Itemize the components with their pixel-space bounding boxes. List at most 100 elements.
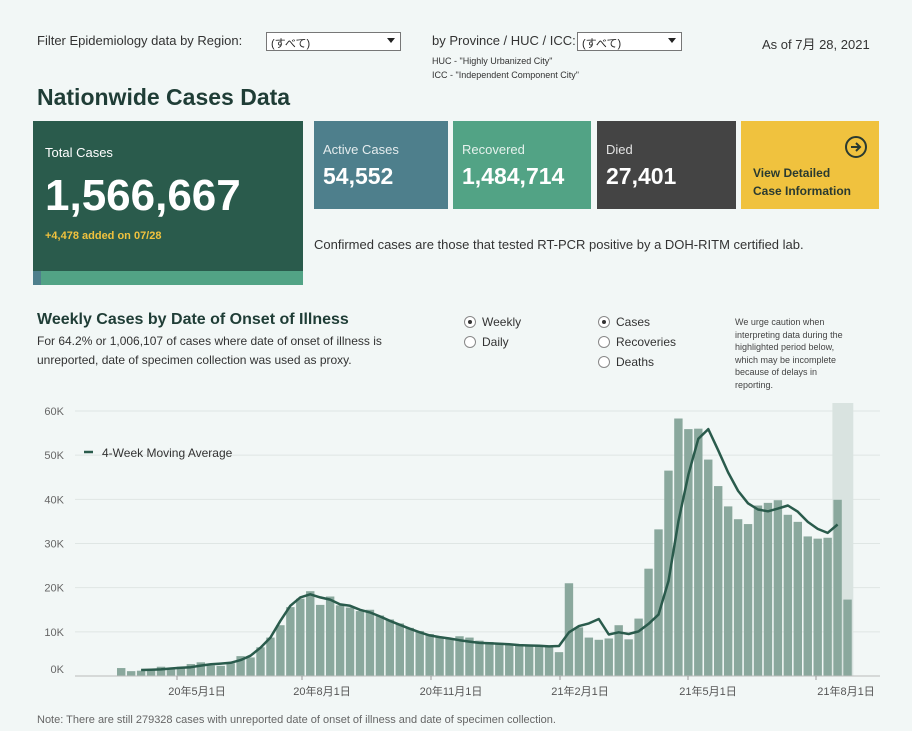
bar bbox=[544, 646, 554, 676]
total-cases-bar bbox=[33, 271, 303, 285]
bar bbox=[166, 668, 176, 676]
as-of-date: As of 7月 28, 2021 bbox=[762, 37, 870, 52]
caution-line: interpreting data during the bbox=[735, 329, 843, 340]
bar bbox=[783, 514, 793, 676]
bar bbox=[485, 641, 494, 676]
region-select[interactable]: (すべて) bbox=[266, 32, 401, 51]
x-tick-label: 21年8月1日 bbox=[817, 684, 874, 698]
chevron-down-icon bbox=[668, 38, 676, 43]
bar bbox=[654, 529, 663, 676]
bar bbox=[465, 637, 474, 676]
radio-daily[interactable]: Daily bbox=[464, 335, 509, 349]
bar bbox=[246, 657, 255, 676]
bar bbox=[455, 636, 464, 676]
radio-cases[interactable]: Cases bbox=[598, 315, 650, 329]
radio-selected-icon bbox=[464, 316, 476, 328]
bar bbox=[495, 642, 504, 676]
died-label: Died bbox=[606, 142, 633, 157]
bar bbox=[365, 609, 375, 676]
radio-deaths-label: Deaths bbox=[616, 355, 655, 369]
bar bbox=[266, 637, 275, 676]
radio-unselected-icon bbox=[464, 336, 476, 348]
bar bbox=[335, 605, 345, 676]
province-select[interactable]: (すべて) bbox=[577, 32, 682, 51]
bar bbox=[276, 625, 285, 676]
bar bbox=[803, 536, 812, 676]
bar bbox=[674, 418, 683, 676]
x-tick-label: 21年5月1日 bbox=[679, 684, 736, 698]
confirmed-note: Confirmed cases are those that tested RT… bbox=[314, 237, 804, 252]
bar bbox=[763, 502, 773, 676]
bar bbox=[385, 619, 395, 676]
bar bbox=[136, 670, 146, 676]
bar bbox=[624, 639, 633, 676]
y-tick-label: 30K bbox=[44, 539, 64, 551]
y-tick-label: 10K bbox=[44, 627, 64, 639]
radio-recoveries-label: Recoveries bbox=[616, 335, 677, 349]
bar bbox=[694, 428, 703, 676]
bar bbox=[425, 634, 434, 676]
bar bbox=[843, 599, 852, 676]
legend-label: 4-Week Moving Average bbox=[102, 446, 233, 460]
arrow-right-circle-icon bbox=[845, 136, 867, 158]
bar bbox=[117, 668, 126, 676]
recovered-label: Recovered bbox=[462, 142, 525, 157]
bar bbox=[723, 506, 733, 676]
radio-unselected-icon bbox=[598, 356, 610, 368]
radio-recoveries[interactable]: Recoveries bbox=[598, 335, 676, 349]
bar bbox=[505, 644, 514, 676]
radio-weekly-label: Weekly bbox=[482, 315, 522, 329]
bar bbox=[395, 623, 404, 676]
bar bbox=[296, 598, 305, 676]
recovered-card: Recovered 1,484,714 bbox=[453, 121, 591, 209]
bar bbox=[355, 611, 365, 676]
radio-unselected-icon bbox=[598, 336, 610, 348]
bar bbox=[793, 521, 802, 676]
x-tick-label: 20年11月1日 bbox=[420, 684, 483, 698]
total-cases-added: +4,478 added on 07/28 bbox=[45, 230, 162, 242]
total-cases-card: Total Cases 1,566,667 +4,478 added on 07… bbox=[33, 121, 303, 285]
region-select-value: (すべて) bbox=[271, 38, 311, 50]
radio-deaths[interactable]: Deaths bbox=[598, 355, 654, 369]
bar bbox=[435, 637, 444, 676]
bar bbox=[743, 524, 753, 676]
recovered-value: 1,484,714 bbox=[462, 163, 565, 189]
bar bbox=[704, 459, 713, 676]
bar bbox=[236, 656, 245, 676]
died-card: Died 27,401 bbox=[597, 121, 736, 209]
chevron-down-icon bbox=[387, 38, 395, 43]
bar bbox=[325, 596, 335, 676]
y-tick-label: 0K bbox=[51, 664, 65, 676]
province-select-value: (すべて) bbox=[582, 38, 622, 50]
weekly-cases-chart: 0K 10K 20K 30K 40K 50K 60K 20年5月1日 20年8月1日 20年11月… bbox=[44, 403, 880, 698]
bar bbox=[445, 638, 454, 676]
bar bbox=[405, 627, 414, 676]
bar bbox=[286, 607, 295, 676]
bar bbox=[534, 646, 544, 676]
bar bbox=[316, 604, 325, 676]
y-tick-label: 20K bbox=[44, 583, 64, 595]
bar bbox=[256, 647, 265, 676]
bar bbox=[833, 499, 842, 676]
radio-weekly[interactable]: Weekly bbox=[464, 315, 521, 329]
footnote: Note: There are still 279328 cases with … bbox=[37, 714, 556, 726]
bar bbox=[146, 670, 156, 676]
weekly-subtitle-2: unreported, date of specimen collection … bbox=[37, 353, 352, 367]
bar bbox=[216, 665, 225, 676]
active-cases-label: Active Cases bbox=[323, 142, 399, 157]
active-share-bar bbox=[33, 271, 41, 285]
bar bbox=[554, 652, 564, 676]
bar bbox=[156, 666, 166, 676]
view-detailed-button[interactable]: View Detailed Case Information bbox=[741, 121, 879, 209]
active-cases-card: Active Cases 54,552 bbox=[314, 121, 448, 209]
x-tick-label: 20年5月1日 bbox=[168, 684, 225, 698]
caution-line: highlighted period below, bbox=[735, 342, 835, 352]
bar bbox=[176, 666, 186, 676]
radio-selected-icon bbox=[598, 316, 610, 328]
radio-daily-label: Daily bbox=[482, 335, 509, 349]
moving-average-line bbox=[141, 427, 839, 672]
y-tick-label: 40K bbox=[44, 494, 64, 506]
bar bbox=[584, 637, 594, 676]
icc-note: ICC - "Independent Component City" bbox=[432, 70, 579, 80]
bar bbox=[753, 505, 763, 676]
